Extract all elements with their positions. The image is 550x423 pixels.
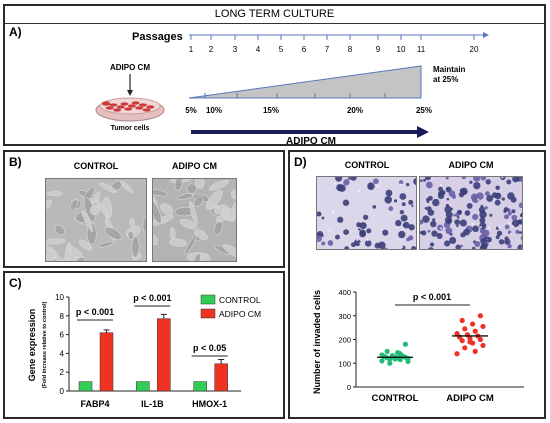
y-tick-label: 400	[338, 288, 351, 297]
data-point-control	[379, 352, 385, 358]
bar-adipo-cm	[214, 363, 228, 392]
percent-label: 25%	[416, 106, 432, 115]
p-value-label: p < 0.001	[76, 307, 114, 317]
data-point-control	[379, 358, 385, 364]
legend-label: ADIPO CM	[219, 309, 261, 319]
data-point-adipo-cm	[459, 338, 465, 344]
x-tick-label: IL-1B	[141, 399, 164, 409]
passage-tick-label: 10	[397, 45, 406, 54]
bar-adipo-cm	[99, 332, 114, 392]
arrow-label: ADIPO CM	[286, 136, 336, 144]
data-point-adipo-cm	[480, 323, 486, 330]
passage-tick-label: 20	[470, 45, 479, 54]
passage-tick-label: 5	[279, 45, 284, 54]
legend-label: CONTROL	[219, 295, 261, 305]
y-axis-label: Gene expression	[27, 309, 37, 382]
panel-d-adipo-label: ADIPO CM	[448, 160, 494, 170]
data-point-adipo-cm	[459, 317, 465, 324]
y-tick-label: 200	[338, 336, 351, 345]
y-tick-label: 2	[60, 368, 65, 377]
panel-d-label: D)	[294, 155, 307, 169]
invasion-scatter-chart: 0 100 200 300 400 Number of invaded cells CONT…	[312, 288, 524, 404]
passage-tick-label: 9	[376, 45, 381, 54]
panel-b: B) CONTROL ADIPO CM	[3, 150, 285, 268]
data-point-adipo-cm	[462, 345, 468, 351]
y-tick-label: 300	[338, 312, 351, 321]
adipo-cm-label: ADIPO CM	[110, 63, 150, 72]
x-tick-label: HMOX-1	[192, 399, 227, 409]
data-point-adipo-cm	[472, 348, 478, 354]
data-point-control	[387, 360, 393, 366]
passage-tick-label: 3	[233, 45, 238, 54]
concentration-wedge	[188, 65, 422, 99]
y-axis-sublabel: (Fold increase relative to control)	[42, 301, 48, 388]
panel-a-title: LONG TERM CULTURE	[214, 8, 335, 20]
data-point-adipo-cm	[467, 335, 473, 341]
panel-b-adipo-label: ADIPO CM	[172, 161, 217, 171]
panel-c-label: C)	[9, 276, 22, 290]
bar-control	[193, 381, 207, 392]
y-tick-label: 10	[55, 293, 64, 302]
data-point-adipo-cm	[472, 328, 478, 334]
percent-label: 20%	[347, 106, 363, 115]
x-tick-label: ADIPO CM	[446, 393, 494, 404]
y-axis-label: Number of invaded cells	[312, 290, 322, 394]
data-point-adipo-cm	[470, 321, 476, 327]
panel-c: C) 0 2 4 6 8 10 Gene expression (Fold increase …	[3, 271, 285, 419]
data-point-adipo-cm	[462, 326, 468, 332]
gene-expression-chart: 0 2 4 6 8 10 Gene expression (Fold increase rel…	[27, 293, 261, 409]
data-point-adipo-cm	[454, 351, 460, 357]
passage-tick-label: 8	[348, 45, 353, 54]
x-tick-label: FABP4	[80, 399, 109, 409]
panel-a: LONG TERM CULTURE A) Passages 1 2 3 4 5 6 7 8 9 10…	[3, 4, 546, 146]
control-phase-contrast-image	[45, 178, 147, 262]
passages-label: Passages	[132, 31, 183, 43]
panel-b-label: B)	[9, 155, 22, 169]
passage-tick-label: 1	[189, 45, 194, 54]
percent-label: 15%	[263, 106, 279, 115]
data-point-adipo-cm	[467, 339, 473, 345]
y-tick-label: 6	[60, 331, 65, 340]
control-invasion-image	[316, 176, 417, 250]
long-term-culture-diagram: Passages 1 2 3 4 5 6 7 8 9 10 11 20 5% 10% 15% 20% 25% Mai…	[95, 31, 489, 144]
adipo-invasion-image	[419, 176, 523, 250]
data-point-adipo-cm	[477, 313, 483, 319]
data-point-adipo-cm	[454, 330, 460, 337]
tumor-cells-label: Tumor cells	[111, 125, 150, 132]
data-point-control	[402, 341, 408, 347]
passage-tick-label: 11	[417, 45, 426, 54]
passage-tick-label: 4	[256, 45, 261, 54]
passage-tick-label: 7	[325, 45, 330, 54]
data-point-control	[405, 358, 411, 364]
data-point-control	[384, 348, 390, 354]
y-tick-label: 0	[347, 383, 351, 392]
maintain-label: Maintain at 25%	[433, 65, 466, 84]
p-value-label: p < 0.001	[133, 293, 171, 303]
panel-d: D) CONTROL ADIPO CM 0 100 200 300 400 Number …	[288, 150, 546, 419]
bar-control	[78, 381, 93, 392]
data-point-adipo-cm	[477, 336, 483, 343]
data-point-adipo-cm	[480, 342, 486, 349]
y-tick-label: 100	[338, 359, 351, 368]
passage-tick-label: 2	[209, 45, 214, 54]
data-point-control	[395, 349, 401, 356]
y-tick-label: 0	[60, 387, 65, 396]
bar-control	[136, 381, 150, 392]
p-value-label: p < 0.001	[413, 292, 451, 302]
percent-label: 5%	[185, 106, 197, 115]
legend-swatch	[200, 294, 216, 305]
panel-b-control-label: CONTROL	[73, 161, 119, 171]
x-tick-label: CONTROL	[372, 393, 419, 404]
adipo-phase-contrast-image	[152, 178, 237, 262]
p-value-label: p < 0.05	[193, 343, 226, 353]
panel-d-control-label: CONTROL	[344, 160, 390, 170]
legend-swatch	[200, 308, 216, 319]
y-tick-label: 4	[60, 349, 65, 358]
panel-a-label: A)	[9, 25, 22, 39]
y-tick-label: 8	[60, 312, 65, 321]
passage-tick-label: 6	[302, 45, 307, 54]
bar-adipo-cm	[157, 318, 171, 392]
percent-label: 10%	[206, 106, 222, 115]
